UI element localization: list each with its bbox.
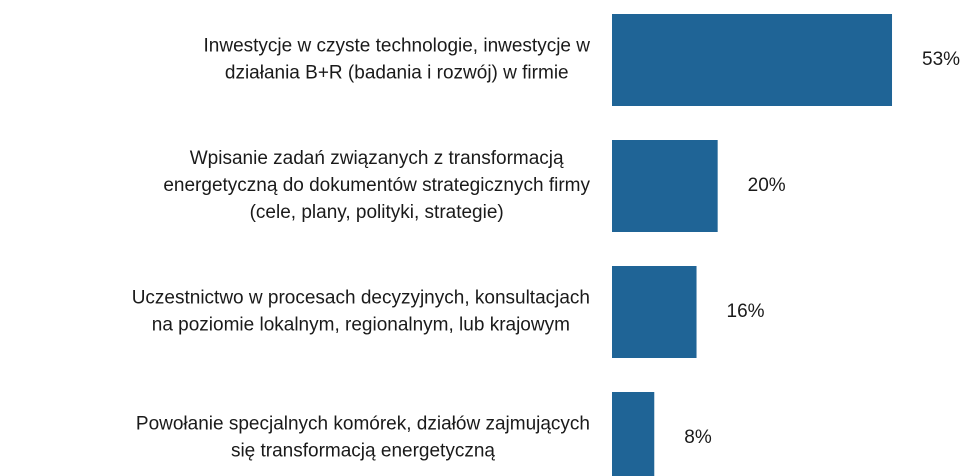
bar — [612, 140, 718, 232]
value-label: 53% — [922, 49, 960, 70]
category-label: na poziomie lokalnym, regionalnym, lub k… — [152, 315, 570, 336]
category-label: Uczestnictwo w procesach decyzyjnych, ko… — [132, 288, 590, 309]
bar — [612, 392, 655, 476]
category-label: działania B+R (badania i rozwój) w firmi… — [225, 63, 569, 84]
value-label: 16% — [727, 301, 765, 322]
category-label: Wpisanie zadań związanych z transformacj… — [190, 148, 564, 169]
bar — [612, 14, 893, 106]
category-label: Inwestycje w czyste technologie, inwesty… — [204, 36, 591, 57]
category-label: Powołanie specjalnych komórek, działów z… — [136, 414, 590, 435]
bar — [612, 266, 697, 358]
value-label: 20% — [748, 175, 786, 196]
category-label: się transformacją energetyczną — [231, 441, 495, 462]
value-label: 8% — [684, 427, 712, 448]
category-label: energetyczną do dokumentów strategicznyc… — [163, 175, 590, 196]
category-label: (cele, plany, polityki, strategie) — [250, 202, 504, 223]
